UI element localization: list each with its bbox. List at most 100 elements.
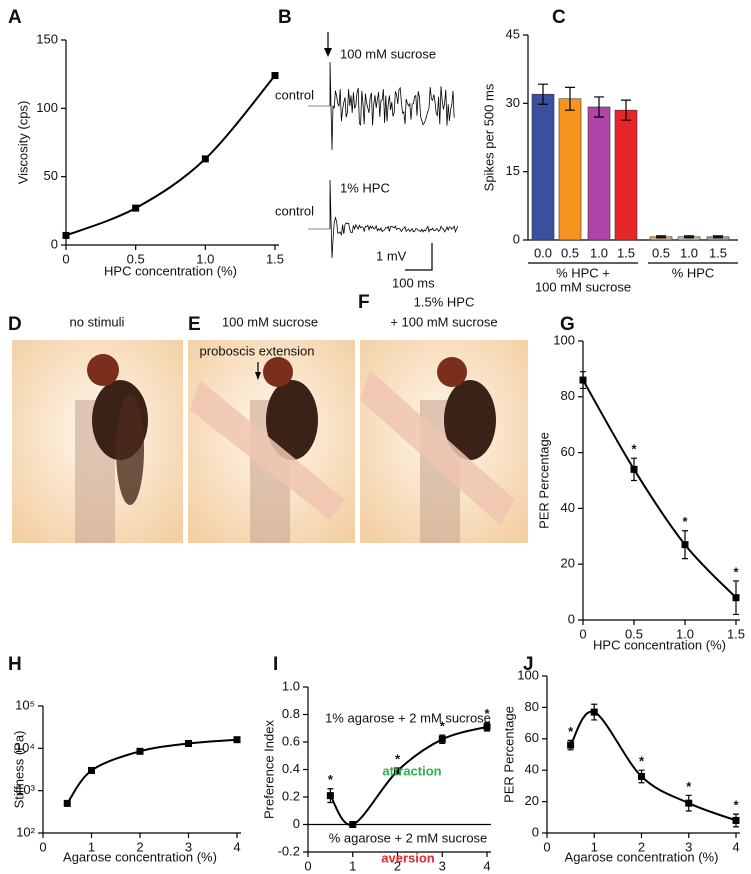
significance: *	[733, 798, 739, 813]
x-tick-label: 1.5	[727, 626, 745, 641]
panel-letter: C	[552, 7, 566, 28]
y-tick-label: 0.2	[282, 788, 300, 803]
point	[63, 799, 71, 807]
point	[136, 747, 144, 755]
x-tick-label: 0	[304, 858, 311, 873]
error-bar	[656, 235, 666, 239]
group-label: % HPC	[672, 265, 715, 280]
x-axis-label: Agarose concentration (%)	[565, 849, 719, 864]
error-bar	[538, 83, 548, 105]
y-tick-label: 100	[517, 667, 539, 682]
panel-letter: F	[358, 292, 370, 313]
x-tick-label: 1	[591, 839, 598, 854]
significance: *	[395, 752, 401, 767]
x-tick-label: 1.0	[676, 626, 694, 641]
significance: *	[440, 719, 446, 734]
x-tick-label: 1.0	[196, 251, 214, 266]
y-axis-label: Viscosity (cps)	[15, 101, 30, 185]
x-tick-label: 3	[685, 839, 692, 854]
panel-letter: B	[278, 7, 292, 28]
arrow-head	[324, 48, 332, 57]
panel-letter: I	[273, 654, 278, 675]
y-tick-label: 50	[44, 168, 58, 183]
x-tick-label: 4	[732, 839, 739, 854]
panel-letter: H	[8, 654, 22, 675]
trace-baseline-label: control	[275, 203, 314, 218]
x-tick-label: 1.5	[709, 245, 727, 260]
scale-label: 100 ms	[392, 275, 435, 290]
bar	[587, 106, 611, 241]
y-tick-label: 1.0	[282, 678, 300, 693]
y-tick-label: 15	[506, 163, 520, 178]
point	[185, 740, 192, 748]
trace	[329, 61, 455, 151]
bar	[558, 98, 582, 241]
y-tick-label: 10³	[16, 782, 35, 797]
photo	[12, 340, 183, 543]
bar	[531, 93, 555, 241]
y-axis-label: Preference Index	[261, 720, 276, 820]
y-axis-label: Spikes per 500 ms	[481, 83, 496, 191]
y-tick-label: 0.4	[282, 761, 300, 776]
point	[394, 767, 401, 775]
point	[349, 821, 357, 828]
significance: *	[568, 724, 574, 739]
annotation: aversion	[381, 850, 435, 865]
panel-letter: G	[560, 314, 575, 335]
significance: *	[328, 772, 334, 787]
arrow-head	[255, 372, 261, 380]
photo-caption: 100 mM sucrose	[222, 314, 318, 329]
error-bar	[684, 235, 694, 239]
x-tick-label: 0	[39, 839, 46, 854]
panel-letter: E	[188, 314, 201, 335]
x-tick-label: 0.5	[652, 245, 670, 260]
y-tick-label: -0.2	[278, 843, 300, 858]
x-tick-label: 1	[88, 839, 95, 854]
point	[326, 792, 334, 800]
annotation: attraction	[382, 763, 441, 778]
x-tick-label: 0.0	[534, 245, 552, 260]
y-tick-label: 10⁵	[15, 697, 35, 712]
trace-baseline-label: control	[275, 87, 314, 102]
photo-caption: + 100 mM sucrose	[390, 314, 497, 329]
error-bar	[713, 235, 723, 239]
point	[685, 799, 693, 807]
panel-letter: D	[8, 314, 22, 335]
y-tick-label: 100	[36, 100, 58, 115]
y-axis-label: PER Percentage	[536, 432, 551, 529]
y-tick-label: 10²	[16, 824, 35, 839]
x-tick-label: 1.0	[680, 245, 698, 260]
x-tick-label: 1.5	[266, 251, 284, 266]
x-tick-label: 0	[543, 839, 550, 854]
bar	[614, 109, 638, 241]
x-tick-label: 1.0	[590, 245, 608, 260]
significance: *	[733, 564, 739, 579]
point	[62, 231, 70, 239]
y-tick-label: 60	[561, 444, 575, 459]
point	[732, 594, 740, 602]
y-tick-label: 0.8	[282, 706, 300, 721]
point	[132, 204, 140, 212]
point	[681, 541, 689, 549]
x-tick-label: 1.5	[617, 245, 635, 260]
scale-bar	[405, 243, 433, 271]
annotation: % agarose + 2 mM sucrose	[329, 830, 488, 845]
point	[732, 816, 740, 824]
y-tick-label: 100	[553, 332, 575, 347]
curve	[65, 74, 276, 237]
significance: *	[639, 754, 645, 769]
y-tick-label: 30	[506, 95, 520, 110]
trace-label: 100 mM sucrose	[340, 46, 436, 61]
point	[579, 376, 587, 384]
y-axis-label: Stiffness (Pa)	[11, 731, 26, 809]
y-tick-label: 0	[293, 816, 300, 831]
point	[590, 708, 598, 716]
significance: *	[631, 442, 637, 457]
x-tick-label: 0	[579, 626, 586, 641]
x-axis-label: Agarose concentration (%)	[63, 849, 217, 864]
y-tick-label: 45	[506, 26, 520, 41]
x-axis-label: HPC concentration (%)	[104, 263, 237, 278]
point	[88, 766, 95, 774]
x-tick-label: 2	[394, 858, 401, 873]
